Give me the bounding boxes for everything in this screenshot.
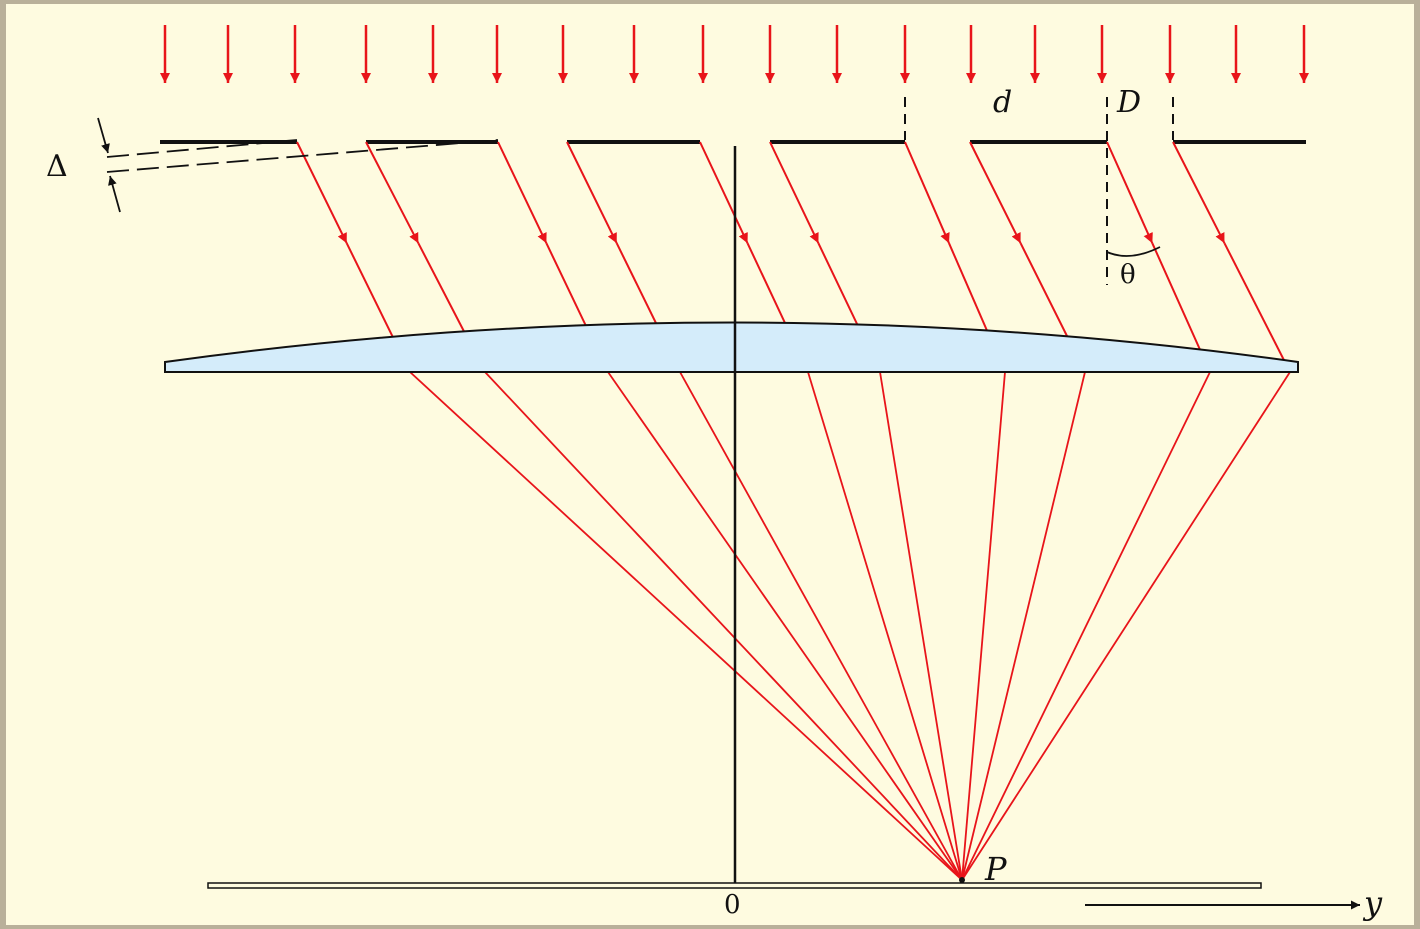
ray-out-4: [679, 371, 963, 881]
label-theta: θ: [1120, 260, 1136, 290]
ray-out-5: [807, 371, 963, 881]
label-y-axis: y: [1362, 884, 1383, 922]
label-D: D: [1116, 85, 1141, 120]
ray-in-9-a: [1106, 141, 1154, 244]
ray-out-2: [484, 371, 963, 881]
ray-in-3-a: [497, 141, 548, 244]
slit-width-markers: [904, 97, 1174, 285]
ray-in-7-a: [904, 141, 950, 244]
ray-out-6: [879, 371, 963, 881]
screen: [207, 882, 1262, 889]
focus-point: [959, 877, 965, 883]
label-origin: 0: [724, 890, 741, 920]
incident-light-arrows: [160, 25, 1309, 83]
label-d: d: [993, 85, 1012, 120]
ray-in-10-b: [1223, 242, 1291, 373]
ray-out-1: [409, 371, 963, 881]
theta-arc: [1106, 246, 1161, 257]
ray-in-10-a: [1172, 141, 1226, 244]
ray-in-2-a: [365, 141, 420, 244]
converging-lens: [164, 321, 1299, 373]
path-difference-markers: [97, 117, 499, 213]
ray-out-10: [961, 371, 1291, 881]
ray-in-4-a: [566, 141, 618, 244]
label-delta: Δ: [46, 149, 68, 184]
ray-in-8-a: [969, 141, 1022, 244]
ray-in-1-a: [296, 141, 348, 244]
label-P: P: [984, 850, 1007, 888]
ray-out-8: [961, 371, 1086, 881]
ray-out-7: [961, 371, 1006, 881]
diagram-background: [6, 4, 1414, 925]
ray-in-6-a: [769, 141, 820, 244]
ray-out-9: [961, 371, 1211, 881]
ray-in-5-a: [699, 141, 749, 244]
ray-out-3: [607, 371, 963, 881]
